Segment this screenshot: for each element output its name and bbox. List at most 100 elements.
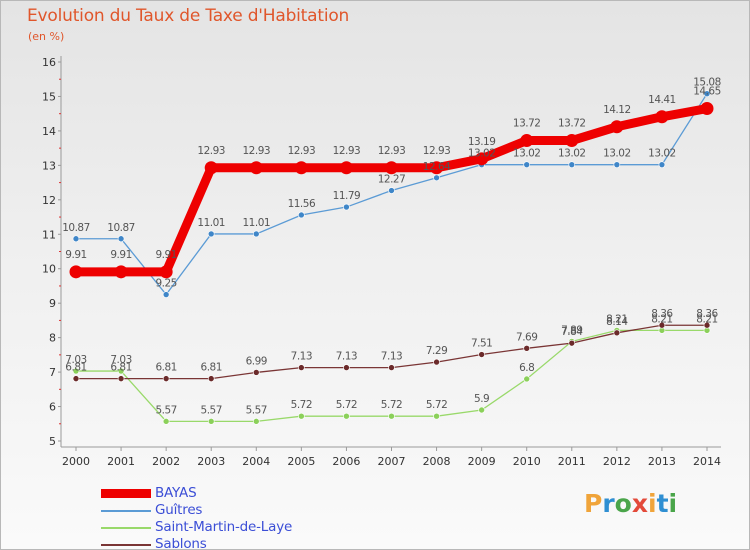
logo-letter: x: [631, 489, 648, 518]
data-point: [703, 90, 711, 97]
data-point: [207, 418, 215, 425]
legend-label: BAYAS: [155, 485, 197, 501]
data-point: [117, 375, 125, 382]
y-tick-label: 7: [49, 366, 56, 379]
x-tick-label: 2002: [152, 455, 180, 468]
data-label: 6.81: [110, 362, 131, 374]
y-tick-label: 13: [42, 159, 56, 172]
data-point: [703, 321, 711, 329]
data-label: 15.08: [693, 77, 721, 89]
data-point: [385, 161, 398, 175]
y-tick-label: 12: [42, 194, 56, 207]
data-point: [433, 174, 440, 182]
data-label: 5.9: [474, 393, 489, 405]
data-label: 5.72: [336, 399, 357, 411]
data-point: [204, 161, 218, 175]
data-point: [298, 412, 305, 420]
data-point: [252, 230, 260, 238]
data-label: 7.13: [336, 351, 357, 363]
data-label: 13.02: [513, 148, 541, 160]
data-label: 6.81: [201, 362, 222, 374]
data-point: [162, 375, 170, 382]
data-point: [613, 329, 621, 337]
logo-letter: P: [584, 489, 603, 518]
x-tick-label: 2012: [603, 455, 631, 468]
y-tick-label: 5: [49, 435, 56, 448]
series-layer: [69, 90, 714, 425]
data-label: 14.41: [648, 94, 676, 106]
data-point: [343, 364, 350, 371]
data-point: [655, 110, 669, 124]
x-tick-label: 2001: [107, 455, 135, 468]
chart-title: Evolution du Taux de Taxe d'Habitation: [27, 6, 350, 26]
x-tick-label: 2004: [242, 455, 270, 468]
data-point: [294, 161, 308, 175]
legend-swatch: [101, 544, 151, 546]
data-label: 8.21: [606, 313, 627, 325]
x-tick-label: 2009: [468, 455, 496, 468]
data-point: [207, 230, 215, 238]
data-label: 13.72: [558, 118, 586, 130]
data-label: 5.57: [246, 404, 267, 416]
data-label: 7.89: [561, 324, 582, 336]
data-point: [568, 161, 576, 168]
x-tick-label: 2014: [693, 455, 721, 468]
data-point: [207, 375, 215, 382]
data-label: 9.91: [110, 249, 131, 261]
data-label: 12.27: [378, 174, 406, 186]
data-point: [159, 265, 173, 279]
data-label: 13.72: [513, 118, 541, 130]
data-label: 9.91: [65, 249, 86, 261]
data-point: [343, 412, 350, 420]
data-point: [69, 265, 83, 279]
data-point: [252, 369, 260, 376]
legend-swatch: [101, 527, 151, 529]
data-label: 5.72: [291, 399, 312, 411]
data-label: 8.36: [651, 308, 673, 320]
data-label: 9.25: [155, 278, 176, 290]
data-label: 9.91: [155, 249, 176, 261]
data-label: 7.03: [110, 354, 131, 366]
data-label: 13.02: [648, 148, 676, 160]
data-label: 5.57: [155, 404, 176, 416]
data-label: 11.01: [197, 217, 225, 229]
data-point: [478, 351, 485, 358]
logo-letter: i: [648, 489, 657, 518]
x-tick-label: 2013: [648, 455, 676, 468]
y-tick-label: 9: [49, 297, 56, 310]
data-point: [565, 134, 579, 148]
x-tick-label: 2005: [287, 455, 315, 468]
data-point: [343, 203, 350, 211]
data-label: 5.72: [426, 399, 447, 411]
data-point: [613, 161, 621, 168]
x-tick-label: 2003: [197, 455, 225, 468]
y-tick-label: 6: [49, 401, 56, 414]
data-label: 5.72: [381, 399, 402, 411]
data-point: [430, 161, 444, 175]
data-label: 8.14: [606, 316, 628, 328]
data-label: 12.93: [288, 145, 316, 157]
data-point: [298, 211, 305, 219]
data-label: 7.51: [471, 338, 492, 350]
data-point: [249, 161, 263, 175]
data-label: 11.79: [333, 190, 361, 202]
data-label: 8.21: [651, 313, 672, 325]
data-point: [72, 375, 80, 382]
y-tick-label: 8: [49, 332, 56, 345]
y-tick-label: 15: [42, 90, 56, 103]
data-point: [520, 134, 534, 148]
legend-label: Sablons: [155, 536, 207, 550]
data-point: [658, 321, 666, 329]
y-tick-label: 11: [42, 228, 56, 241]
data-point: [475, 152, 489, 166]
data-point: [339, 161, 353, 175]
x-tick-label: 2006: [332, 455, 360, 468]
data-label: 5.57: [201, 404, 222, 416]
data-label: 7.13: [291, 351, 312, 363]
data-point: [478, 406, 485, 414]
data-point: [388, 187, 395, 194]
y-tick-label: 16: [42, 56, 56, 69]
data-point: [388, 364, 395, 371]
